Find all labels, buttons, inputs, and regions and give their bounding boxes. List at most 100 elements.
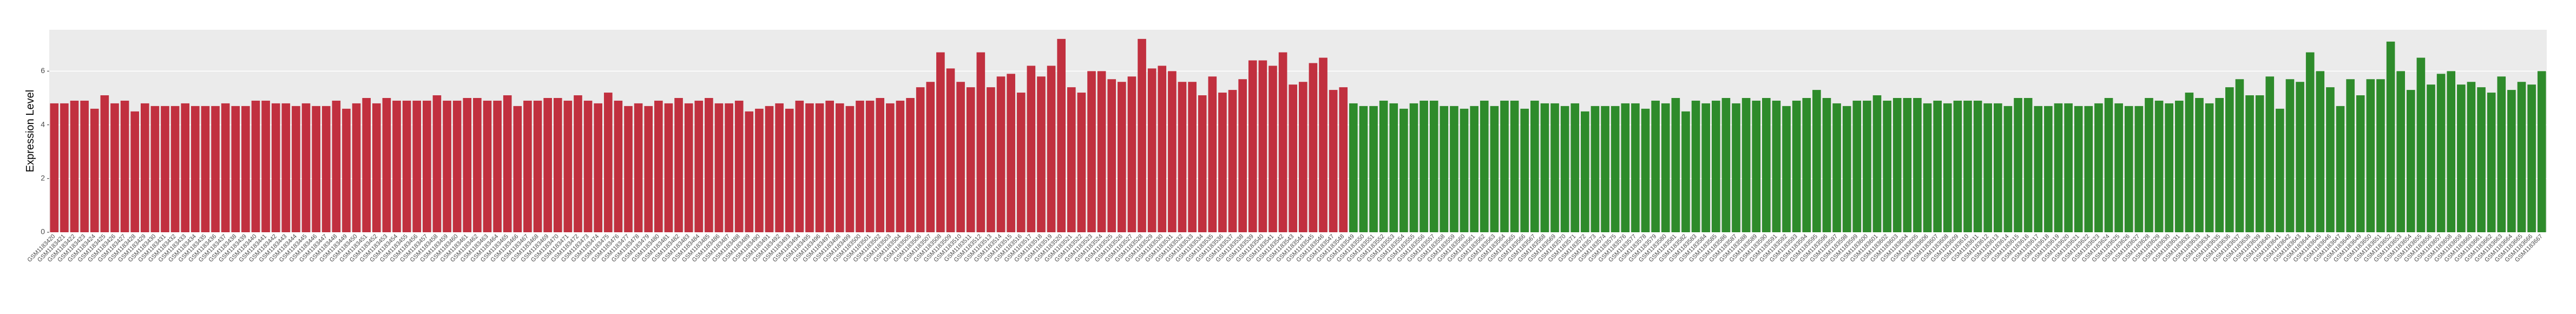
bar (1389, 103, 1398, 232)
bar (201, 106, 210, 232)
bar (1883, 100, 1891, 232)
bar (1782, 106, 1791, 232)
bar (1923, 103, 1932, 232)
bar (352, 103, 361, 232)
bar (896, 100, 905, 232)
bar (714, 103, 724, 232)
bar (1621, 103, 1630, 232)
bar (281, 103, 291, 232)
bar (50, 103, 59, 232)
bar (1943, 103, 1952, 232)
bar (1732, 103, 1740, 232)
bar (1228, 90, 1237, 232)
bar (1218, 93, 1227, 232)
bar (1953, 100, 1962, 232)
bar (1087, 71, 1096, 232)
bar (1077, 93, 1086, 232)
bar (2255, 95, 2264, 232)
bar (725, 103, 733, 232)
bar (2003, 106, 2013, 232)
bar (886, 103, 895, 232)
bar (1691, 100, 1700, 232)
bar (2044, 106, 2053, 232)
bar (996, 76, 1006, 233)
bar (2527, 84, 2536, 232)
bar (654, 100, 663, 232)
bar (130, 111, 139, 232)
bar (1832, 103, 1841, 232)
bar (2487, 93, 2496, 232)
bar (2104, 97, 2113, 232)
bar (1138, 38, 1146, 233)
bar (745, 111, 754, 232)
bar (1530, 100, 1539, 232)
bar (1994, 103, 2002, 232)
bar (90, 108, 99, 232)
bar (1016, 93, 1026, 232)
bar (423, 100, 431, 232)
bar (694, 100, 704, 232)
bar (1027, 66, 1036, 232)
bar (1863, 100, 1871, 232)
bar (805, 103, 814, 232)
bar (191, 106, 200, 232)
bar (775, 103, 784, 232)
bar (2084, 106, 2093, 232)
bar (1822, 97, 1831, 232)
bar (1812, 90, 1821, 232)
bar (1510, 100, 1519, 232)
bar (1591, 106, 1600, 232)
bar (1379, 100, 1388, 232)
bar (372, 103, 381, 232)
bar (976, 52, 985, 233)
bar (2124, 106, 2133, 232)
bar (1127, 76, 1136, 233)
bar (1289, 84, 1298, 232)
bar (2457, 84, 2466, 232)
bar (1429, 100, 1438, 232)
bar (473, 97, 482, 232)
bar (2296, 82, 2304, 232)
bar (1420, 100, 1428, 232)
bar (2154, 100, 2164, 232)
bar (1500, 100, 1509, 232)
y-tick-label: 6 (41, 66, 45, 75)
bar (574, 95, 582, 232)
bar (664, 103, 673, 232)
bar (221, 103, 230, 232)
bar (181, 103, 190, 232)
bar (2054, 103, 2063, 232)
bar (1047, 66, 1056, 232)
bar (634, 103, 643, 232)
bar (795, 100, 804, 232)
bar (644, 106, 653, 232)
bar (301, 103, 311, 232)
bar (100, 95, 109, 232)
bar (1852, 100, 1862, 232)
bar (161, 106, 169, 232)
bar (1248, 60, 1257, 232)
bar (835, 103, 844, 232)
bar (2396, 71, 2405, 232)
bar (1460, 108, 1469, 232)
bar (432, 95, 442, 232)
bar (2376, 79, 2385, 233)
bar (2064, 103, 2073, 232)
bar (1470, 106, 1478, 232)
bar (1671, 97, 1680, 232)
bar (825, 100, 834, 232)
bar (755, 108, 764, 232)
bar (1711, 100, 1720, 232)
bar (1118, 82, 1126, 232)
bar (2497, 76, 2506, 233)
bar (1721, 97, 1731, 232)
bar (856, 100, 864, 232)
bar (1772, 100, 1781, 232)
bar (443, 100, 451, 232)
bar (70, 100, 79, 232)
bar (1802, 97, 1811, 232)
bar (452, 100, 462, 232)
y-tick-label: 2 (41, 173, 45, 182)
bar (1611, 106, 1620, 232)
bar (2134, 106, 2144, 232)
